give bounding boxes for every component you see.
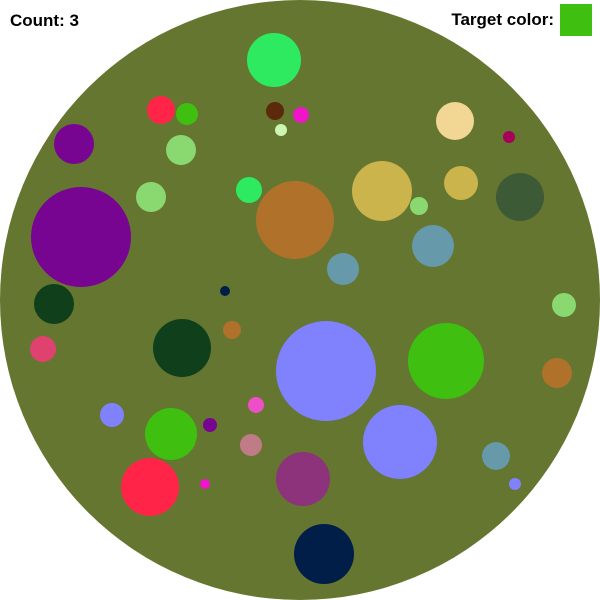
game-circle-c28[interactable] [408, 323, 484, 399]
game-circle-c15[interactable] [444, 166, 478, 200]
game-circle-c2[interactable] [147, 96, 175, 124]
game-circle-c10[interactable] [166, 135, 196, 165]
count-display: Count: 3 [10, 10, 79, 32]
game-circle-c40[interactable] [509, 478, 521, 490]
game-circle-c35[interactable] [363, 405, 437, 479]
game-circle-c20[interactable] [327, 253, 359, 285]
game-circle-c37[interactable] [482, 442, 510, 470]
game-circle-c18[interactable] [31, 187, 131, 287]
game-circle-c3[interactable] [176, 103, 198, 125]
game-circle-c39[interactable] [200, 479, 210, 489]
game-circle-c8[interactable] [503, 131, 515, 143]
game-circle-c19[interactable] [412, 225, 454, 267]
game-circle-c23[interactable] [552, 293, 576, 317]
count-value: 3 [69, 11, 79, 30]
game-circle-c14[interactable] [352, 161, 412, 221]
game-circle-c17[interactable] [496, 173, 544, 221]
game-circle-c38[interactable] [121, 458, 179, 516]
game-circle-c6[interactable] [275, 124, 287, 136]
game-circle-c1[interactable] [247, 33, 301, 87]
game-circle-c22[interactable] [220, 286, 230, 296]
game-circle-c41[interactable] [294, 524, 354, 584]
target-color-display: Target color: [451, 4, 592, 36]
count-label: Count: [10, 11, 65, 30]
game-circle-c33[interactable] [203, 418, 217, 432]
circle-layer [30, 33, 576, 584]
game-circle-c13[interactable] [256, 181, 334, 259]
game-circle-c4[interactable] [266, 102, 284, 120]
game-circle-c12[interactable] [236, 177, 262, 203]
game-circle-c24[interactable] [223, 321, 241, 339]
game-circle-c29[interactable] [542, 358, 572, 388]
game-circle-c9[interactable] [54, 124, 94, 164]
game-circle-c30[interactable] [100, 403, 124, 427]
target-color-label: Target color: [451, 10, 554, 29]
game-circle-c31[interactable] [248, 397, 264, 413]
game-circle-c25[interactable] [30, 336, 56, 362]
game-circle-c26[interactable] [153, 319, 211, 377]
game-circle-c7[interactable] [436, 102, 474, 140]
game-circle-c27[interactable] [276, 321, 376, 421]
game-circle-c32[interactable] [145, 408, 197, 460]
game-circle-c34[interactable] [240, 434, 262, 456]
game-circle-c16[interactable] [410, 197, 428, 215]
game-circle-c5[interactable] [293, 107, 309, 123]
game-circle-c11[interactable] [136, 182, 166, 212]
target-color-swatch [560, 4, 592, 36]
game-circle-c36[interactable] [276, 452, 330, 506]
game-circle-c21[interactable] [34, 284, 74, 324]
